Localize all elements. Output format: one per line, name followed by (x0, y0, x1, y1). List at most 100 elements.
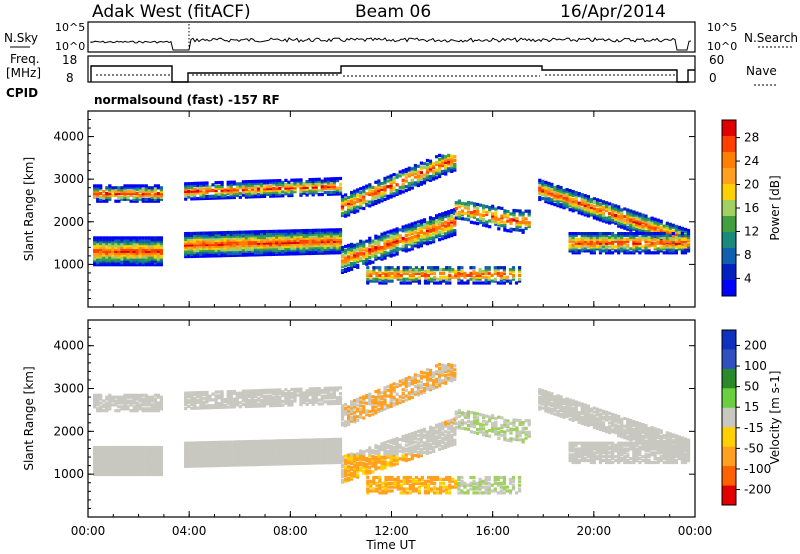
velocity-cell (235, 446, 239, 450)
power-cell (253, 191, 258, 195)
power-cell (506, 229, 510, 233)
power-cell (429, 268, 434, 272)
power-cell (647, 227, 651, 231)
power-cell (238, 186, 242, 190)
power-cell (202, 239, 206, 243)
velocity-cell (93, 449, 97, 453)
power-cell (577, 192, 581, 196)
power-cell (386, 242, 390, 246)
velocity-cell (144, 409, 148, 413)
velocity-cell (120, 472, 124, 477)
power-cell (556, 200, 560, 204)
power-cell (425, 234, 430, 238)
velocity-cell (190, 445, 194, 449)
power-cell (344, 252, 348, 256)
velocity-cell (114, 409, 118, 413)
power-cell (299, 189, 303, 193)
power-cell (365, 192, 369, 196)
power-cell (208, 237, 212, 241)
velocity-cell (250, 459, 255, 463)
power-cell (442, 268, 446, 272)
velocity-cell (256, 449, 261, 453)
velocity-cell (193, 449, 197, 453)
power-cell (314, 181, 318, 185)
power-cell (444, 158, 448, 163)
power-cell (365, 256, 369, 260)
power-cell (287, 233, 291, 237)
power-cell (287, 190, 291, 194)
power-cell (374, 190, 378, 194)
velocity-cell (108, 393, 112, 397)
power-cell (96, 242, 100, 246)
velocity-cell (266, 445, 270, 449)
power-cell (159, 251, 163, 255)
power-cell (235, 193, 239, 197)
power-cell (311, 181, 315, 185)
velocity-cell (217, 452, 221, 456)
power-cell (387, 273, 391, 277)
power-cell (389, 254, 393, 258)
power-cell (235, 234, 239, 238)
power-cell (416, 181, 420, 186)
power-cell (377, 181, 381, 185)
power-cell (111, 253, 115, 257)
power-cell (284, 188, 288, 192)
power-cell (120, 197, 124, 201)
velocity-cell (247, 400, 251, 405)
power-cell (586, 237, 590, 241)
power-cell (326, 183, 330, 187)
velocity-cell (141, 465, 145, 469)
power-cell (626, 237, 630, 241)
power-cell (299, 244, 303, 248)
velocity-cell (329, 453, 333, 457)
power-cell (102, 240, 106, 244)
velocity-cell (111, 472, 115, 477)
power-cell (120, 240, 124, 244)
velocity-cell (193, 406, 197, 410)
power-cell (632, 237, 636, 241)
power-cell (111, 247, 115, 251)
velocity-cell (117, 459, 121, 463)
power-cell (238, 238, 242, 242)
power-cell (635, 247, 639, 251)
power-cell (598, 247, 603, 251)
velocity-cell (260, 451, 264, 455)
power-cell (299, 252, 303, 256)
velocity-cell (126, 469, 130, 473)
velocity-cell (105, 457, 109, 461)
power-cell (574, 196, 578, 200)
power-cell (641, 217, 645, 221)
power-cell (601, 239, 606, 243)
power-cell (544, 198, 548, 202)
power-cell (108, 242, 112, 246)
velocity-cell (117, 397, 121, 401)
power-cell (368, 192, 372, 196)
power-cell (410, 222, 414, 226)
velocity-cell (132, 461, 136, 465)
velocity-cell (93, 445, 97, 450)
velocity-cell (326, 443, 330, 447)
power-cell (375, 273, 379, 277)
power-cell (217, 236, 221, 241)
power-cell (123, 188, 127, 192)
power-cell (656, 233, 660, 238)
power-cell (299, 248, 303, 252)
velocity-cell (132, 453, 136, 457)
velocity-cell (250, 402, 255, 406)
power-cell (496, 271, 500, 275)
power-cell (250, 181, 255, 185)
power-cell (232, 193, 236, 198)
velocity-cell (335, 439, 340, 443)
power-cell (278, 188, 282, 192)
power-cell (577, 249, 581, 253)
velocity-cell (250, 447, 255, 451)
velocity-cell (229, 457, 233, 461)
power-cell (184, 189, 188, 193)
power-cell (466, 206, 471, 210)
power-cell (422, 241, 427, 245)
power-cell (144, 249, 148, 253)
power-cell (144, 245, 148, 250)
power-cell (187, 195, 191, 199)
velocity-cell (256, 443, 261, 447)
velocity-cell (211, 460, 215, 464)
